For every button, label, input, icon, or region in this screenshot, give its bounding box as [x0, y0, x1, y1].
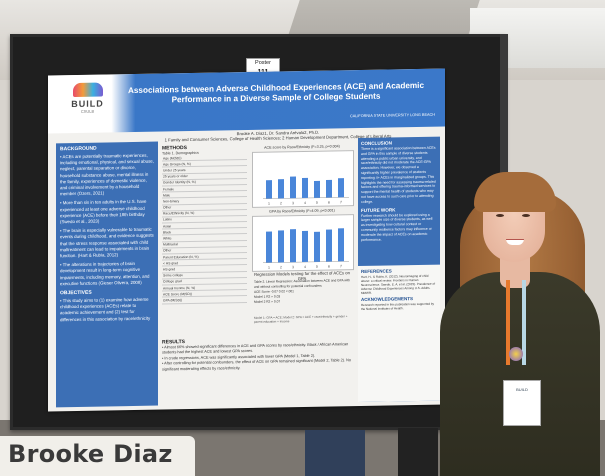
tick-label: 2	[280, 265, 282, 269]
tick-label: 1	[268, 266, 270, 270]
smile	[506, 239, 524, 245]
future-work-paragraph: Further research should be explored usin…	[361, 212, 433, 242]
chart-title: GPA by Race/Ethnicity (F=4.09, p<0.001)	[269, 208, 335, 214]
build-logo: BUILD CSULB	[60, 82, 115, 125]
background-paragraph: • More than six in ten adults in the U.S…	[60, 199, 147, 225]
chart-bar	[302, 230, 308, 263]
regression-table: Table 2. Linear Regression: Association …	[254, 278, 350, 305]
regression-row: Model 2 R2 = 0.07	[254, 299, 281, 304]
ace-chart-box: 1 2 3 4 5 6 7	[252, 150, 354, 208]
background-column: BACKGROUND • ACEs are potentially trauma…	[56, 141, 158, 408]
results-section: RESULTS • Almost 66% showed significant …	[162, 336, 354, 405]
chart-bar	[338, 228, 344, 262]
tick-label: 7	[340, 200, 342, 204]
eye	[496, 214, 504, 217]
tick-label: 4	[304, 265, 306, 269]
objectives-heading: OBJECTIVES	[60, 289, 92, 297]
audience-legs	[305, 430, 365, 476]
audience-legs	[398, 428, 438, 476]
lanyard	[506, 280, 526, 365]
research-poster: BUILD CSULB Associations between Adverse…	[48, 68, 445, 412]
table-row: GPA (M(SD))	[162, 295, 247, 304]
chart-title: ACE score by Race/Ethnicity (F=3.25, p=0…	[264, 144, 340, 150]
tick-label: 6	[328, 201, 330, 205]
presenter-torso	[440, 272, 600, 476]
ace-bar-chart: 1 2 3 4 5 6 7	[263, 176, 349, 206]
chart-bar	[314, 231, 320, 262]
background-paragraph: • ACEs are potentially traumatic experie…	[60, 152, 154, 197]
tick-label: 1	[268, 202, 270, 206]
tick-label: 7	[340, 264, 342, 268]
tick-label: 2	[280, 201, 282, 205]
table-cell: GPA (M(SD))	[162, 295, 247, 304]
gpa-chart-box: 1 2 3 4 5 6 7	[252, 214, 354, 272]
name-badge: BUILD	[503, 380, 541, 426]
tick-label: 5	[316, 265, 318, 269]
methods-column: METHODS Table 1. Demographics Age (M(SD)…	[162, 144, 247, 335]
presenter-name: Brooke Diaz	[8, 440, 173, 468]
chart-bar	[326, 229, 332, 262]
objectives-paragraph: • This study aims to (1) examine how adv…	[60, 296, 151, 322]
chart-bar	[338, 178, 344, 198]
gpa-bar-chart: 1 2 3 4 5 6 7	[263, 228, 349, 270]
chart-bar	[278, 179, 284, 199]
chart-bar	[278, 230, 284, 263]
tick-label: 4	[304, 201, 306, 205]
hair-top	[474, 172, 556, 212]
poster-number-line1: Poster	[255, 60, 271, 66]
references-paragraph: Hart, H., & Rubia, K. (2012). Neuroimagi…	[361, 273, 436, 296]
charts-column: ACE score by Race/Ethnicity (F=3.25, p=0…	[252, 138, 354, 340]
background-heading: BACKGROUND	[60, 145, 97, 153]
eye	[522, 214, 530, 217]
name-caption-box	[0, 436, 195, 476]
tick-label: 3	[292, 201, 294, 205]
chart-bar	[314, 180, 320, 198]
medal-icon	[509, 347, 523, 361]
chart-bar	[266, 231, 272, 263]
background-paragraph: • The alterations in trajectories of bra…	[60, 261, 150, 287]
chart-bar	[290, 229, 296, 263]
references-box: REFERENCES Hart, H., & Rubia, K. (2012).…	[358, 264, 440, 403]
regression-note: Model 1: GPA = ACE; Model 2: GPA = ACE +…	[254, 314, 348, 324]
tick-label: 6	[328, 265, 330, 269]
logo-icon	[72, 82, 103, 98]
results-paragraph: • After controlling for potential confou…	[162, 358, 351, 372]
background-paragraph: • The brain is especially vulnerable to …	[60, 226, 154, 259]
chart-bar	[302, 177, 308, 199]
demographics-table: Age (M(SD)) Age Groups (N, %) Under 25 yea…	[162, 153, 247, 304]
chart-bar	[266, 180, 272, 199]
chart-bar	[326, 179, 332, 198]
logo-subtext: CSULB	[80, 108, 95, 114]
acknowledgements-paragraph: Research reported in this publication wa…	[361, 301, 435, 312]
chart-bar	[290, 176, 296, 199]
conclusion-paragraph: There is a significant association betwe…	[361, 145, 436, 204]
tick-label: 5	[316, 201, 318, 205]
tick-label: 3	[292, 265, 294, 269]
